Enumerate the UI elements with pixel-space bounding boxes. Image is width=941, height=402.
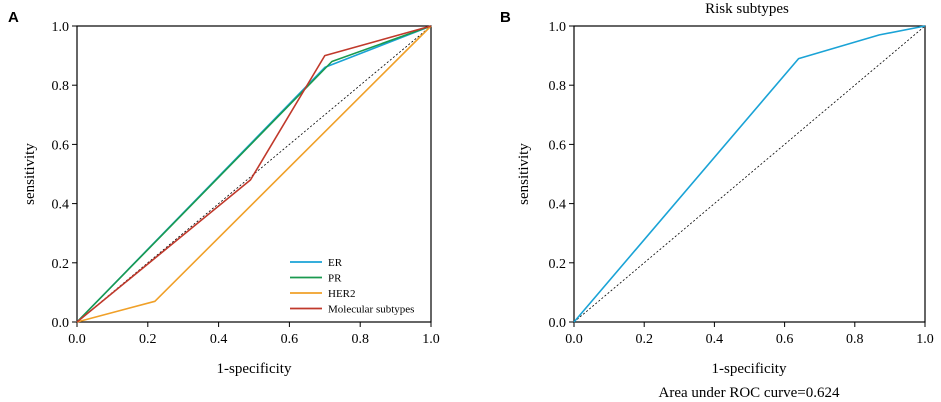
panel-b-series-risk-subtypes: [573, 25, 926, 323]
panel-a-y-tick-label: 0.0: [52, 316, 70, 331]
panel-a-ticks: 0.0 0.2 0.4 0.6 0.8 1.0 0.0 0.2 0.4 0.6 0.8 1.0: [52, 20, 440, 347]
panel-b-x-tick-label: 0.8: [846, 332, 864, 347]
panel-b-y-tick-label: 0.0: [549, 316, 567, 331]
panel-b-y-tick-label: 0.4: [549, 198, 567, 213]
panel-a-y-tick-label: 1.0: [52, 20, 70, 35]
panel-a-x-tick-label: 0.2: [139, 332, 157, 347]
panel-a-x-tick-label: 0.6: [281, 332, 299, 347]
panel-a-y-tick-label: 0.2: [52, 257, 70, 272]
legend-label-pr: PR: [328, 273, 342, 285]
panel-a-x-tick-label: 0.4: [210, 332, 228, 347]
panel-b-ticks: 0.0 0.2 0.4 0.6 0.8 1.0 0.0 0.2 0.4 0.6 0.8 1.0: [549, 20, 934, 347]
panel-b-label: B: [500, 9, 511, 26]
panel-a-series: [76, 25, 432, 323]
panel-a-series-pr: [76, 25, 432, 323]
panel-a-y-tick-label: 0.6: [52, 138, 70, 153]
panel-b-x-tick-label: 0.6: [776, 332, 794, 347]
panel-b-x-axis-title: 1-specificity: [712, 361, 787, 377]
panel-a-plot-frame: [76, 25, 432, 323]
panel-a-x-tick-label: 1.0: [422, 332, 440, 347]
panel-b-y-tick-label: 0.8: [549, 79, 567, 94]
panel-b-y-tick-label: 0.6: [549, 138, 567, 153]
panel-b-title: Risk subtypes: [705, 1, 789, 17]
panel-a-x-tick-label: 0.8: [351, 332, 369, 347]
panel-a-x-axis-title: 1-specificity: [217, 361, 292, 377]
panel-b: B Risk subtypes 0.0 0.2 0.4 0.6 0.8 1.0 0.0 0.2…: [500, 1, 934, 401]
panel-b-series: [573, 25, 926, 323]
legend-label-molecular-subtypes: Molecular subtypes: [328, 304, 414, 316]
panel-b-x-tick-label: 0.4: [706, 332, 724, 347]
panel-a-series-her2: [76, 25, 432, 323]
panel-b-x-tick-label: 0.0: [565, 332, 583, 347]
panel-a: A 0.0 0.2 0.4 0.6 0.8 1.0 0.0 0.2 0.4 0.6 0.8 1.0 1…: [8, 9, 440, 377]
panel-b-plot-frame: [573, 25, 926, 323]
panel-b-y-tick-label: 0.2: [549, 257, 567, 272]
panel-a-y-tick-label: 0.4: [52, 198, 70, 213]
panel-a-x-tick-label: 0.0: [68, 332, 86, 347]
panel-a-legend: ER PR HER2 Molecular subtypes: [290, 257, 414, 316]
panel-b-y-tick-label: 1.0: [549, 20, 567, 35]
panel-a-series-molecular-subtypes: [76, 25, 432, 323]
panel-a-y-axis-title: sensitivity: [22, 143, 38, 205]
panel-a-y-tick-label: 0.8: [52, 79, 70, 94]
legend-label-er: ER: [328, 257, 343, 269]
panel-b-reference-line: [573, 25, 926, 323]
legend-label-her2: HER2: [328, 288, 356, 300]
panel-b-y-axis-title: sensitivity: [516, 143, 532, 205]
panel-b-auc-annotation: Area under ROC curve=0.624: [659, 385, 840, 401]
panel-a-label: A: [8, 9, 19, 26]
panel-b-x-tick-label: 1.0: [916, 332, 934, 347]
panel-b-x-tick-label: 0.2: [635, 332, 653, 347]
